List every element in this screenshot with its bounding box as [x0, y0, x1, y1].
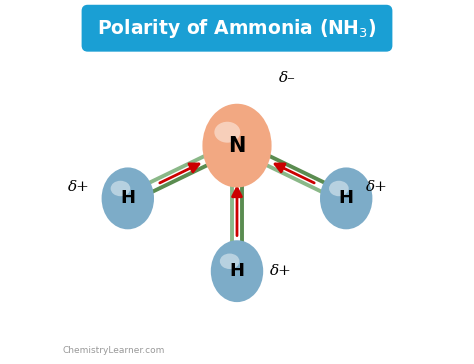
Text: Polarity of Ammonia (NH$_3$): Polarity of Ammonia (NH$_3$) [97, 16, 377, 40]
Ellipse shape [320, 167, 373, 229]
Ellipse shape [110, 181, 130, 196]
Text: H: H [229, 262, 245, 280]
Ellipse shape [211, 240, 263, 302]
Ellipse shape [220, 254, 239, 269]
Text: δ+: δ+ [366, 181, 388, 194]
Text: δ+: δ+ [68, 181, 90, 194]
Ellipse shape [101, 167, 154, 229]
Text: δ+: δ+ [270, 264, 292, 278]
Text: N: N [228, 136, 246, 155]
Ellipse shape [214, 122, 240, 143]
Text: H: H [339, 189, 354, 207]
Ellipse shape [202, 104, 272, 187]
Text: H: H [120, 189, 135, 207]
Text: δ–: δ– [279, 71, 296, 85]
Text: ChemistryLearner.com: ChemistryLearner.com [62, 346, 164, 355]
Ellipse shape [329, 181, 349, 196]
FancyBboxPatch shape [82, 5, 392, 51]
